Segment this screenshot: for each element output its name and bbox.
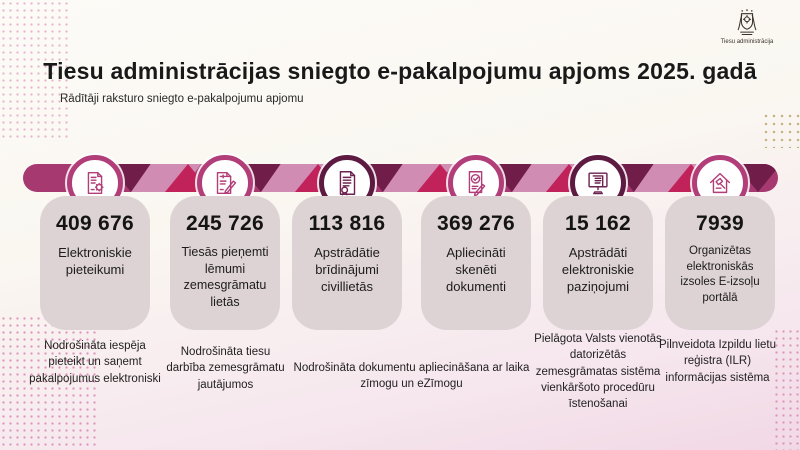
stat-description: Nodrošināta iespēja pieteikt un saņemt p… xyxy=(29,340,161,385)
stat-label: Apstrādātie brīdinājumi civillietās xyxy=(314,245,380,295)
document-seal-icon xyxy=(332,168,362,198)
stat-label: Tiesās pieņemti lēmumi zemesgrāmatu liet… xyxy=(181,245,269,309)
stat-label: Elektroniskie pieteikumi xyxy=(58,245,132,278)
document-check-icon xyxy=(461,168,491,198)
stat-card: 369 276 Apliecināti skenēti dokumenti xyxy=(421,196,531,330)
stat-label: Organizētas elektroniskās izsoles E-izso… xyxy=(680,245,760,304)
stat-description: Pilnveidota Izpildu lietu reģistra (ILR)… xyxy=(659,339,776,384)
stat-description: Pielāgota Valsts vienotās datorizētās ze… xyxy=(534,333,662,411)
dot-pattern-right xyxy=(762,112,800,148)
coat-of-arms-icon xyxy=(712,8,782,37)
timeline-bar xyxy=(23,164,778,192)
stat-value: 113 816 xyxy=(308,212,386,235)
logo-caption: Tiesu administrācija xyxy=(720,39,774,45)
stat-description: Nodrošināta tiesu darbība zemesgrāmatu j… xyxy=(166,346,285,391)
monitor-document-icon xyxy=(583,168,613,198)
dot-pattern-top-left xyxy=(0,0,68,138)
dot-pattern-bottom-right xyxy=(773,328,800,450)
logo: Tiesu administrācija xyxy=(712,8,782,45)
page-title: Tiesu administrācijas sniegto e-pakalpoj… xyxy=(43,58,757,84)
stat-card: 409 676 Elektroniskie pieteikumi xyxy=(40,196,150,330)
house-gavel-icon xyxy=(705,168,735,198)
stat-card: 7939 Organizētas elektroniskās izsoles E… xyxy=(665,196,775,330)
stat-card: 113 816 Apstrādātie brīdinājumi civillie… xyxy=(292,196,402,330)
stat-value: 245 726 xyxy=(185,212,264,235)
stat-value: 15 162 xyxy=(564,212,632,235)
dot-pattern-bottom-left xyxy=(0,315,96,450)
page-subtitle: Rādītāji raksturo sniegto e-pakalpojumu … xyxy=(60,93,304,105)
stat-label: Apstrādāti elektroniskie paziņojumi xyxy=(561,245,635,295)
stat-card: 15 162 Apstrādāti elektroniskie paziņoju… xyxy=(543,196,653,330)
document-pencil-icon xyxy=(210,168,240,198)
stat-value: 369 276 xyxy=(436,212,515,235)
stat-card: 245 726 Tiesās pieņemti lēmumi zemesgrām… xyxy=(170,196,280,330)
stat-description: Nodrošināta dokumentu apliecināšana ar l… xyxy=(293,362,530,391)
stat-value: 7939 xyxy=(696,212,744,235)
stat-label: Apliecināti skenēti dokumenti xyxy=(446,245,506,295)
document-gear-icon xyxy=(80,168,110,198)
stat-value: 409 676 xyxy=(55,212,134,235)
